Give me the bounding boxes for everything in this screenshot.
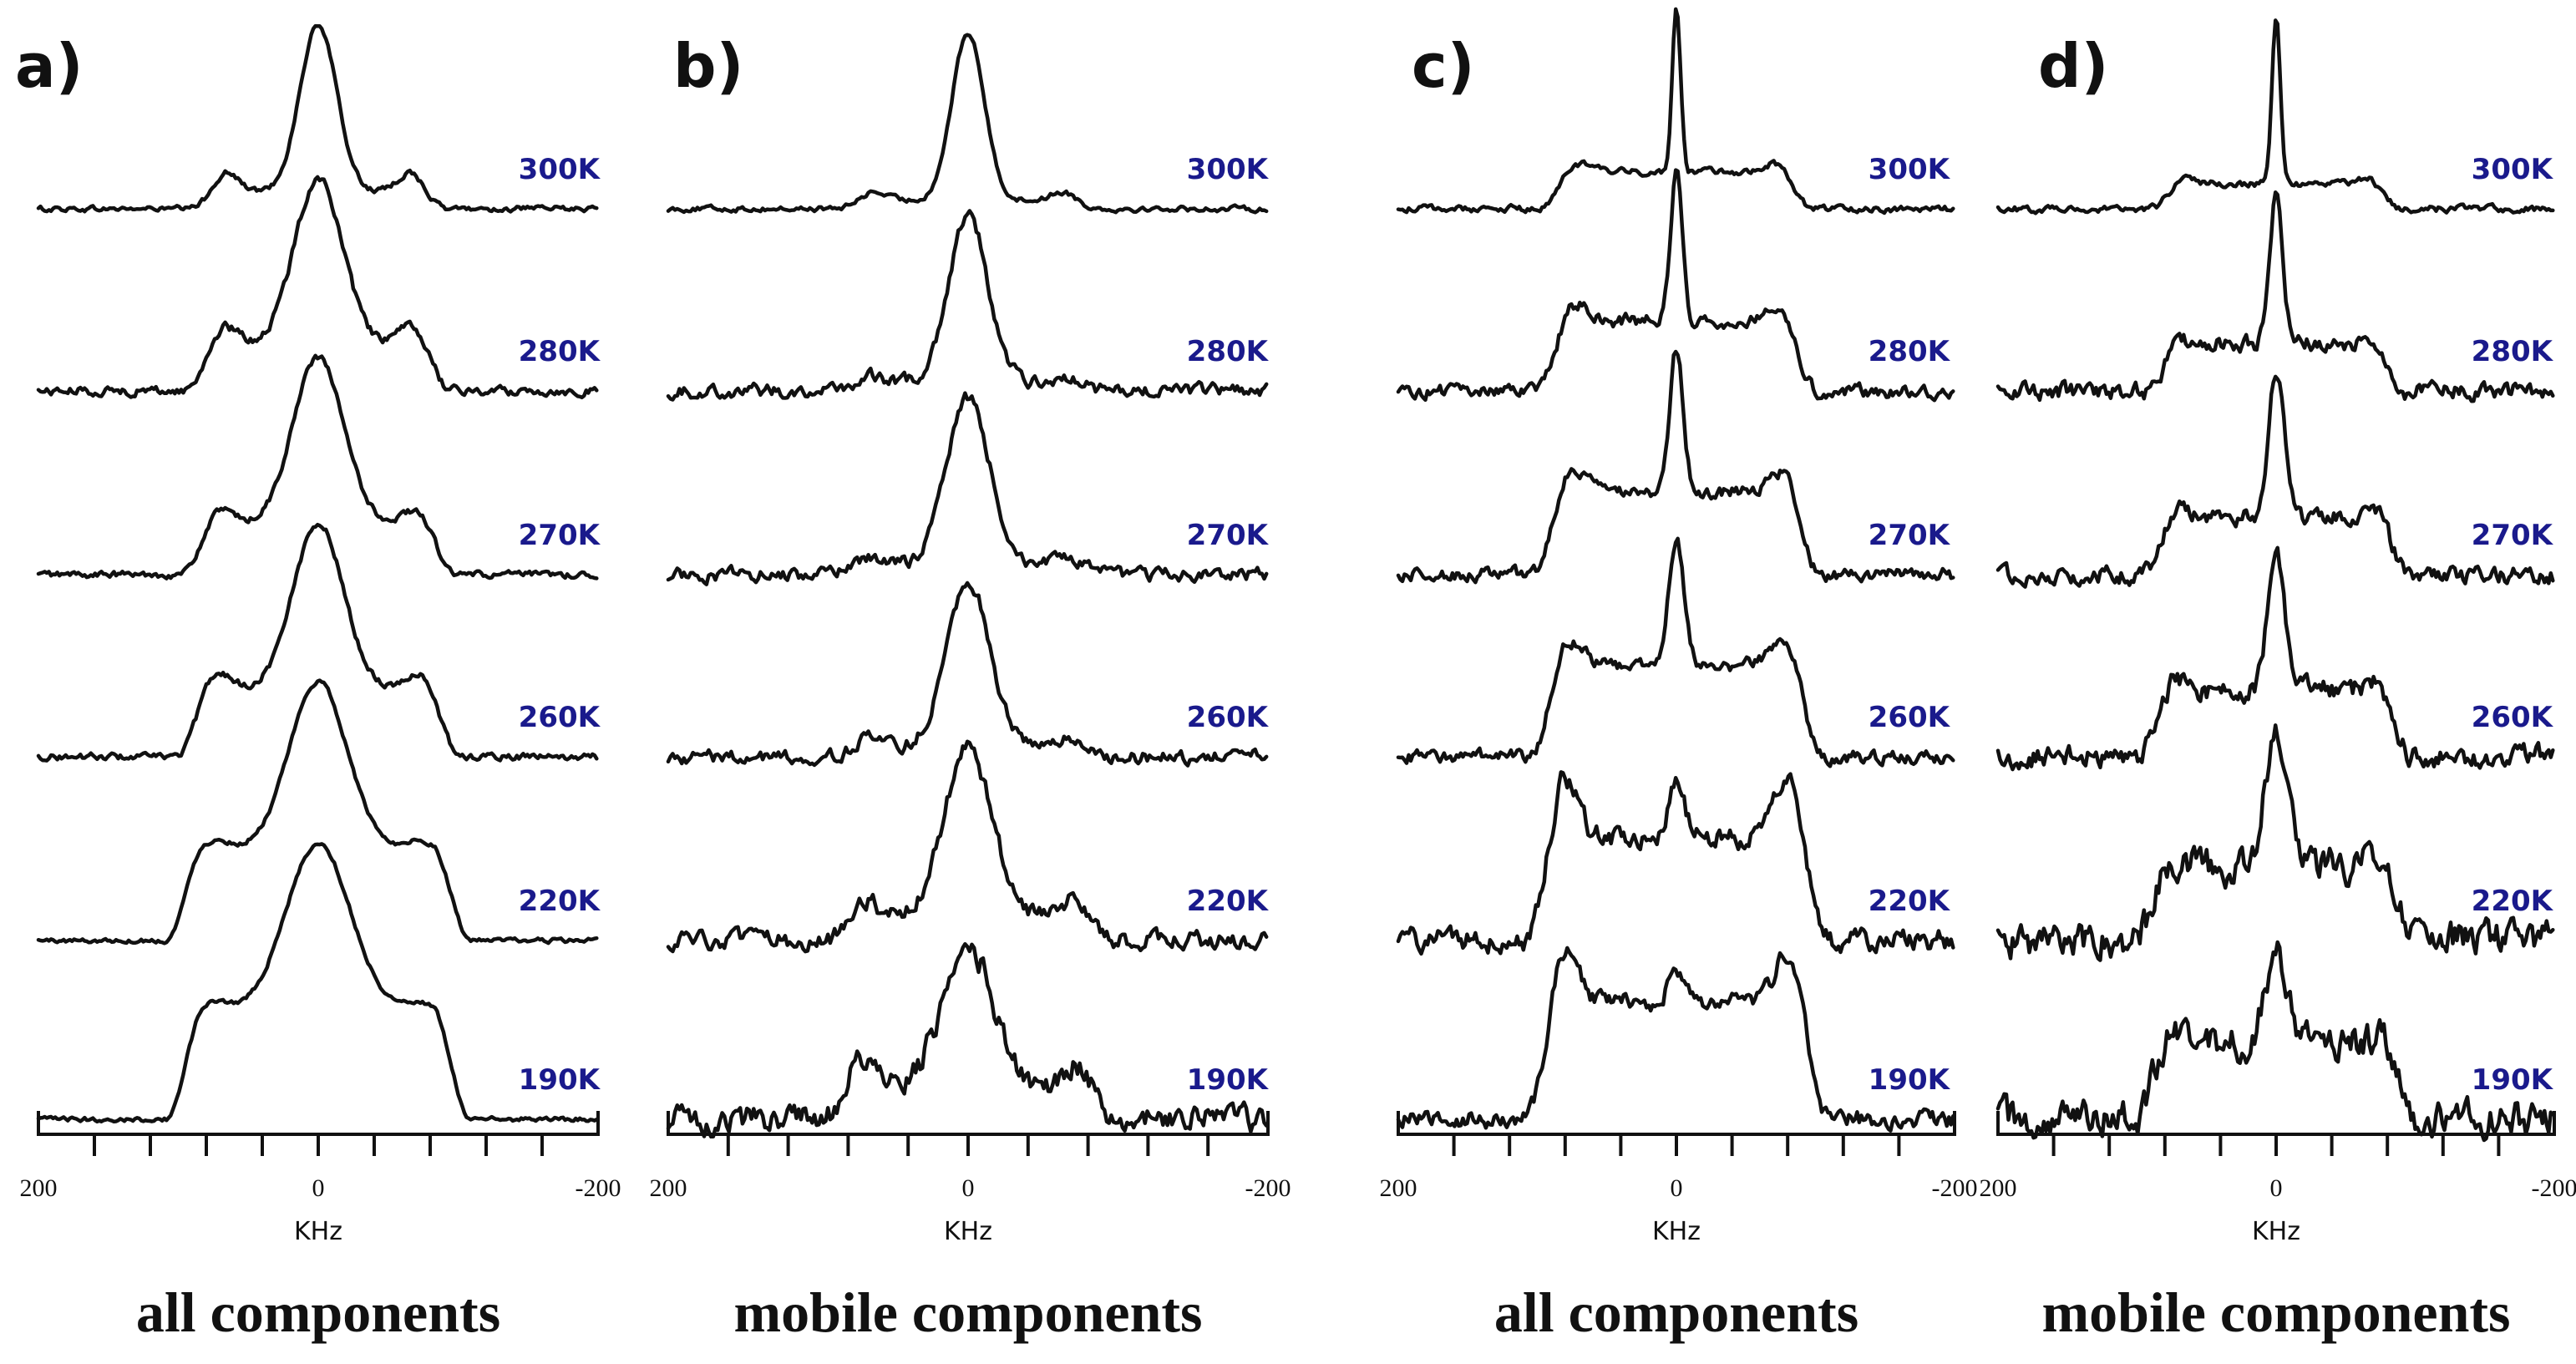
temperature-label: 280K xyxy=(1187,335,1270,368)
x-tick-label: 200 xyxy=(1980,1174,2017,1202)
panel-label: c) xyxy=(1412,31,1475,101)
temperature-label: 190K xyxy=(2472,1063,2554,1097)
temperature-label: 300K xyxy=(1869,153,1951,186)
spectrum-trace-260K xyxy=(1396,536,1955,768)
temperature-label: 280K xyxy=(1869,335,1951,368)
spectrum-trace-220K xyxy=(666,739,1269,954)
spectrum-trace-270K xyxy=(36,353,599,581)
x-axis-label: KHz xyxy=(294,1217,342,1246)
panel-caption: all components xyxy=(136,1280,500,1344)
temperature-label: 220K xyxy=(2472,885,2554,918)
x-axis-label: KHz xyxy=(2252,1217,2300,1246)
spectrum-trace-300K xyxy=(666,33,1269,215)
temperature-label: 300K xyxy=(1187,153,1270,186)
temperature-label: 260K xyxy=(1869,701,1951,734)
spectrum-trace-220K xyxy=(1995,723,2555,962)
x-axis-label: KHz xyxy=(1652,1217,1701,1246)
x-tick-label: 0 xyxy=(1671,1174,1683,1202)
spectrum-trace-300K xyxy=(1995,18,2555,216)
x-tick-label: -200 xyxy=(1245,1174,1291,1202)
temperature-label: 220K xyxy=(1869,885,1951,918)
temperature-label: 270K xyxy=(2472,519,2554,552)
spectrum-trace-280K xyxy=(666,209,1269,402)
x-tick-label: -200 xyxy=(2532,1174,2576,1202)
temperature-label: 270K xyxy=(1869,519,1951,552)
x-tick-label: 0 xyxy=(2270,1174,2283,1202)
temperature-label: 190K xyxy=(1869,1063,1951,1097)
spectrum-trace-270K xyxy=(1995,374,2555,589)
temperature-label: 260K xyxy=(2472,701,2554,734)
temperature-label: 300K xyxy=(2472,153,2554,186)
x-tick-label: 0 xyxy=(312,1174,325,1202)
spectrum-trace-300K xyxy=(1396,7,1955,216)
panel-label: d) xyxy=(2038,31,2108,101)
x-tick-label: 0 xyxy=(962,1174,975,1202)
temperature-label: 270K xyxy=(519,519,601,552)
temperature-label: 260K xyxy=(1187,701,1270,734)
spectrum-trace-190K xyxy=(1995,940,2555,1143)
x-tick-label: 200 xyxy=(650,1174,687,1202)
panel-caption: mobile components xyxy=(2042,1280,2511,1344)
temperature-label: 300K xyxy=(519,153,601,186)
temperature-label: 190K xyxy=(519,1063,601,1097)
spectrum-trace-220K xyxy=(36,678,599,946)
temperature-label: 220K xyxy=(519,885,601,918)
spectrum-trace-190K xyxy=(666,941,1269,1139)
temperature-label: 280K xyxy=(519,335,601,368)
panel-caption: mobile components xyxy=(734,1280,1203,1344)
x-tick-label: 200 xyxy=(1380,1174,1417,1202)
spectrum-trace-270K xyxy=(666,391,1269,586)
x-tick-label: -200 xyxy=(576,1174,621,1202)
panel-label: a) xyxy=(15,31,84,101)
temperature-label: 220K xyxy=(1187,885,1270,918)
spectrum-trace-300K xyxy=(36,23,599,214)
spectrum-trace-260K xyxy=(666,581,1269,768)
panel-label: b) xyxy=(673,31,743,101)
temperature-label: 280K xyxy=(2472,335,2554,368)
spectrum-trace-270K xyxy=(1396,349,1955,585)
temperature-label: 190K xyxy=(1187,1063,1270,1097)
panel-caption: all components xyxy=(1494,1280,1858,1344)
spectrum-trace-280K xyxy=(1995,190,2555,403)
spectrum-trace-280K xyxy=(1396,168,1955,403)
x-axis-label: KHz xyxy=(944,1217,992,1246)
spectrum-trace-280K xyxy=(36,175,599,400)
spectrum-trace-190K xyxy=(1396,946,1955,1133)
spectrum-trace-260K xyxy=(1995,545,2555,772)
spectrum-trace-260K xyxy=(36,522,599,763)
spectrum-trace-190K xyxy=(36,842,599,1124)
temperature-label: 260K xyxy=(519,701,601,734)
x-tick-label: -200 xyxy=(1932,1174,1978,1202)
x-tick-label: 200 xyxy=(20,1174,58,1202)
spectrum-trace-220K xyxy=(1396,770,1955,956)
temperature-label: 270K xyxy=(1187,519,1270,552)
